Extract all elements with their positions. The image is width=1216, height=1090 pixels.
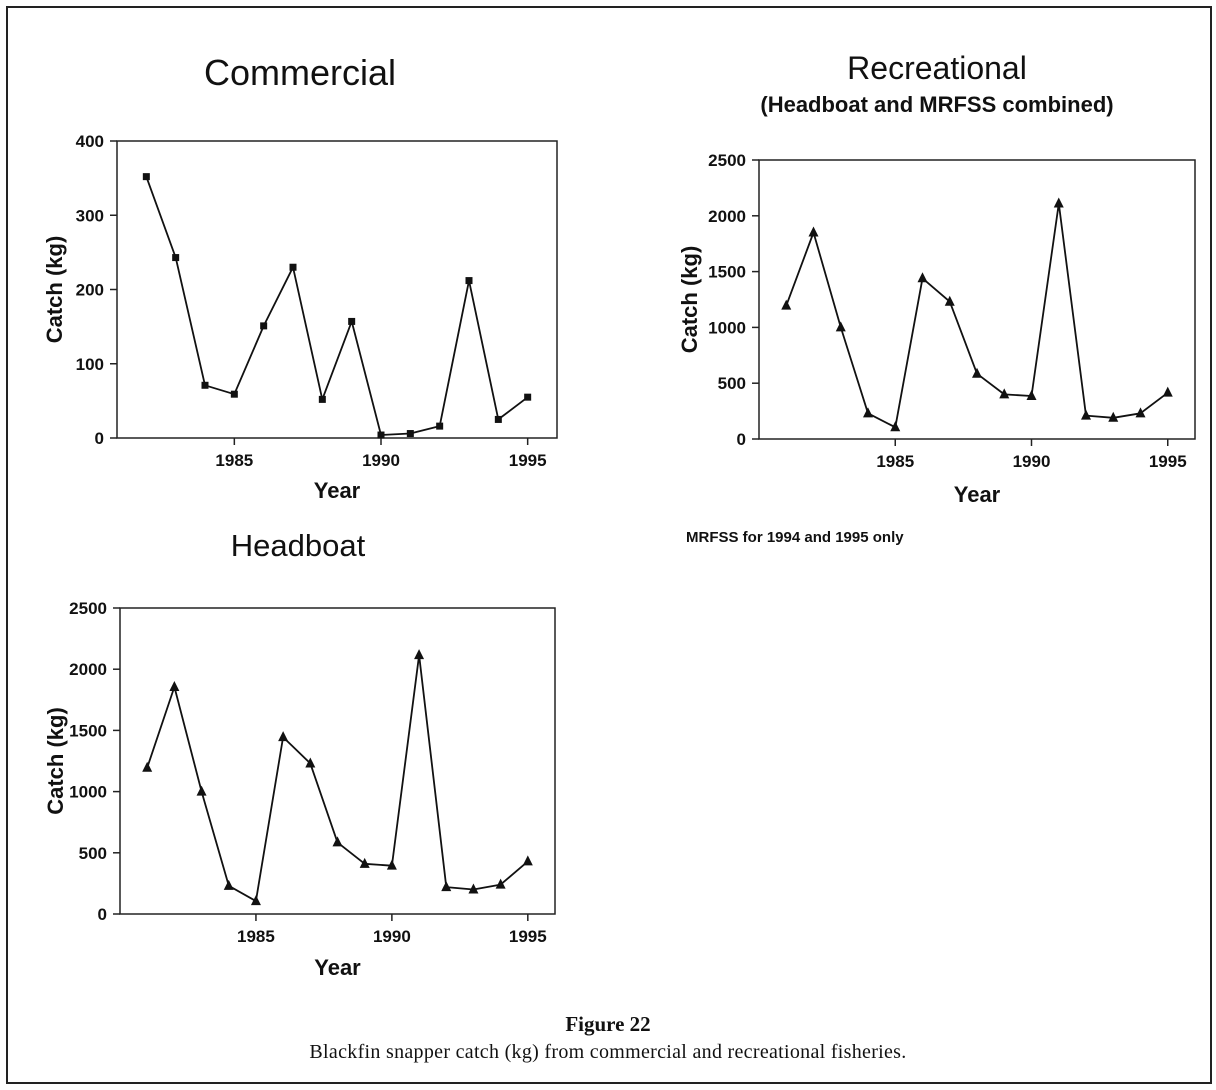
x-tick-label: 1995: [509, 927, 547, 946]
recreational-chart-title: Recreational: [847, 50, 1027, 86]
data-point: [169, 680, 180, 691]
x-tick-label: 1995: [509, 451, 547, 470]
data-point: [289, 263, 297, 271]
y-tick-label: 2500: [69, 599, 107, 618]
data-point: [1081, 409, 1091, 420]
data-point: [495, 878, 506, 889]
x-tick-label: 1985: [215, 451, 253, 470]
data-point: [465, 277, 473, 285]
data-point: [863, 407, 873, 418]
y-axis-label: Catch (kg): [677, 246, 702, 354]
data-point: [972, 367, 982, 378]
data-point: [999, 388, 1010, 399]
y-tick-label: 1000: [708, 318, 746, 337]
plot-frame: [758, 159, 1196, 440]
x-axis-label: Year: [954, 482, 1001, 507]
headboat-chart-title: Headboat: [230, 528, 366, 563]
y-tick-label: 500: [79, 844, 107, 863]
data-point: [808, 226, 819, 237]
data-point: [172, 254, 180, 262]
data-point: [522, 855, 533, 866]
data-point: [1162, 386, 1173, 397]
data-point: [944, 295, 955, 306]
y-tick-label: 0: [95, 429, 104, 448]
x-tick-label: 1995: [1149, 452, 1187, 471]
data-point: [359, 857, 370, 868]
x-tick-label: 1990: [362, 451, 400, 470]
recreational-note: MRFSS for 1994 and 1995 only: [686, 529, 904, 546]
data-point: [890, 421, 901, 432]
data-point: [406, 430, 414, 438]
x-tick-label: 1985: [876, 452, 914, 471]
data-point: [196, 785, 207, 796]
y-tick-label: 300: [76, 206, 104, 225]
y-tick-label: 0: [737, 430, 746, 449]
data-point: [223, 879, 234, 890]
y-tick-label: 1500: [708, 263, 746, 282]
recreational-chart-subtitle: (Headboat and MRFSS combined): [760, 92, 1114, 117]
data-point: [386, 859, 397, 870]
series-line: [146, 654, 529, 902]
data-point: [494, 415, 502, 423]
figure-frame: [6, 6, 1212, 1084]
y-tick-label: 2000: [69, 660, 107, 679]
y-tick-label: 2000: [708, 207, 746, 226]
y-tick-label: 0: [98, 905, 107, 924]
commercial-chart-title: Commercial: [203, 52, 397, 93]
data-point: [332, 836, 343, 847]
x-axis-label: Year: [314, 955, 361, 980]
y-tick-label: 500: [718, 374, 746, 393]
y-tick-label: 1500: [69, 721, 107, 740]
data-point: [377, 431, 385, 439]
series-line: [145, 176, 529, 436]
data-point: [305, 757, 316, 768]
data-point: [278, 731, 289, 742]
x-tick-label: 1985: [237, 927, 275, 946]
data-point: [1135, 407, 1146, 418]
data-point: [250, 895, 261, 906]
data-point: [781, 299, 792, 310]
data-point: [524, 393, 532, 401]
data-point: [414, 649, 425, 660]
y-tick-label: 1000: [69, 783, 107, 802]
plot-frame: [119, 607, 556, 915]
x-tick-label: 1990: [373, 927, 411, 946]
data-point: [835, 321, 846, 332]
y-tick-label: 2500: [708, 151, 746, 170]
y-axis-label: Catch (kg): [42, 236, 67, 344]
figure-label: Figure 22: [565, 1012, 651, 1036]
y-axis-label: Catch (kg): [43, 707, 68, 815]
data-point: [1026, 390, 1037, 401]
data-point: [1108, 411, 1119, 422]
y-tick-label: 200: [76, 281, 104, 300]
data-point: [917, 272, 928, 283]
data-point: [260, 322, 268, 330]
data-point: [1053, 197, 1064, 208]
data-point: [230, 390, 238, 398]
data-point: [142, 761, 153, 772]
data-point: [436, 422, 444, 430]
x-tick-label: 1990: [1013, 452, 1051, 471]
data-point: [201, 381, 209, 389]
data-point: [468, 883, 479, 894]
data-point: [348, 317, 356, 325]
x-axis-label: Year: [314, 478, 361, 503]
y-tick-label: 400: [76, 132, 104, 151]
figure-caption: Blackfin snapper catch (kg) from commerc…: [309, 1041, 907, 1063]
data-point: [318, 395, 326, 403]
y-tick-label: 100: [76, 355, 104, 374]
data-point: [441, 881, 452, 892]
data-point: [142, 173, 150, 181]
